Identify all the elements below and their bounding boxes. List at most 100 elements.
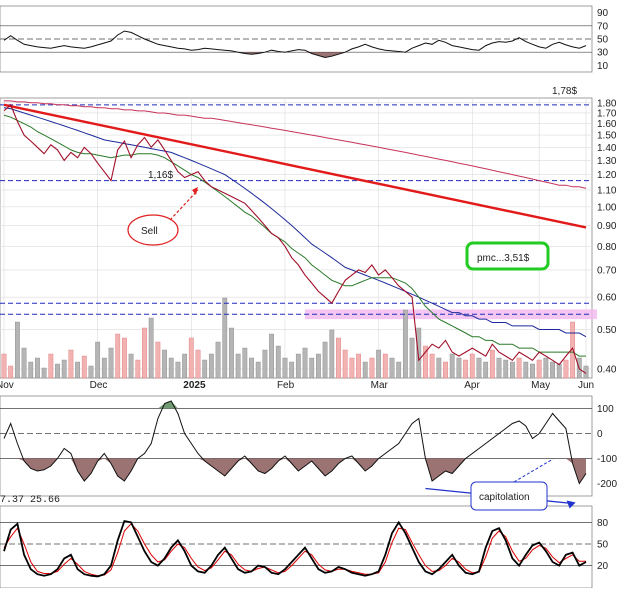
- volume-bar: [155, 341, 161, 379]
- volume-bar: [1, 353, 7, 379]
- volume-bar: [423, 345, 428, 379]
- volume-bar: [382, 353, 388, 379]
- stoch-tick-label: 50: [597, 540, 609, 551]
- ma-mid-line: [3, 107, 587, 338]
- price-tick-label: 0.80: [597, 242, 617, 253]
- capitolation-pointer: [513, 458, 554, 483]
- volume-bar: [369, 357, 375, 379]
- capitolation-box: [470, 481, 548, 511]
- price-tick-label: 1.80: [597, 98, 617, 109]
- volume-bar: [229, 327, 234, 379]
- month-label: Mar: [371, 380, 389, 391]
- price-title-label: 1,78$: [552, 86, 577, 97]
- volume-bar: [342, 349, 348, 379]
- volume-bar: [101, 357, 107, 379]
- stoch-tick-label: 80: [597, 518, 609, 529]
- capitolation-label: capitolation: [479, 492, 530, 503]
- volume-bar: [68, 349, 74, 379]
- cci-tick-label: -200: [597, 479, 617, 490]
- volume-bar: [168, 357, 174, 379]
- price-level-label: 1,16$: [148, 170, 173, 181]
- volume-bar: [476, 357, 482, 379]
- downtrend-line: [3, 103, 587, 229]
- stoch-panel-frame: [0, 505, 593, 589]
- price-panel: 1.801.701.601.501.40 1.30 1.20 1.10 1.00 0.90…: [0, 98, 617, 391]
- volume-bar: [175, 361, 181, 379]
- volume-bar: [316, 353, 321, 379]
- rsi-panel-frame: [0, 5, 593, 73]
- volume-bar: [510, 361, 515, 379]
- volume-bar: [55, 363, 60, 379]
- price-tick-label: 1.00: [597, 202, 617, 213]
- price-tick-label: 1.50: [597, 131, 617, 142]
- volume-bar: [489, 349, 495, 379]
- volume-bar: [389, 357, 395, 379]
- volume-bar: [302, 347, 308, 379]
- volume-bar: [536, 359, 542, 379]
- volume-bar: [289, 361, 295, 379]
- volume-bar: [262, 349, 268, 379]
- price-tick-label: 0.40: [597, 364, 617, 375]
- sell-bubble: [127, 214, 179, 246]
- price-tick-label: 1.60: [597, 119, 617, 130]
- volume-bar: [95, 341, 101, 379]
- cci-tick-label: 100: [597, 404, 614, 415]
- volume-bar: [275, 345, 281, 379]
- cci-panel-frame: [0, 395, 593, 497]
- volume-bar: [550, 361, 555, 379]
- volume-bar: [309, 357, 315, 379]
- volume-bar: [195, 349, 201, 379]
- volume-bar: [349, 357, 355, 379]
- volume-bar: [135, 359, 141, 379]
- volume-bar: [496, 357, 502, 379]
- volume-bar: [429, 353, 435, 379]
- cci-line: [3, 400, 587, 485]
- month-label: Jun: [578, 380, 594, 391]
- volume-bar: [409, 337, 415, 379]
- price-grid: [0, 98, 592, 378]
- volume-bar: [215, 341, 221, 379]
- volume-bar: [48, 353, 54, 379]
- volume-bar: [543, 357, 549, 379]
- volume-bar: [463, 359, 468, 379]
- volume-bar: [21, 347, 27, 379]
- volume-bar: [75, 361, 80, 379]
- volume-bar: [8, 365, 14, 379]
- volume-bar: [436, 357, 442, 379]
- price-tick-label: 0.70: [597, 265, 617, 276]
- price-tick-label: 1.30: [597, 156, 617, 167]
- rsi-tick-label: 50: [597, 35, 609, 46]
- volume-bar: [148, 317, 154, 379]
- volume-bar: [322, 341, 328, 379]
- sell-label: Sell: [141, 226, 158, 237]
- volume-bar: [356, 353, 361, 379]
- price-panel-frame: [0, 97, 593, 379]
- volume-bar: [28, 361, 34, 379]
- month-label: Apr: [464, 380, 480, 391]
- volume-bar: [249, 357, 254, 379]
- volume-bar: [530, 363, 535, 379]
- price-line: [3, 103, 587, 374]
- volume-bar: [108, 347, 114, 379]
- volume-bar: [115, 333, 121, 379]
- volume-bar: [402, 309, 408, 379]
- volume-bar: [242, 347, 248, 379]
- ma-slow-line: [4, 100, 587, 189]
- price-tick-label: 1.10: [597, 185, 617, 196]
- pmc-label: pmc...3,51$: [477, 253, 530, 264]
- volume-bar: [469, 353, 475, 379]
- volume-bar: [449, 353, 455, 379]
- volume-bar: [61, 359, 67, 379]
- volume-bar: [362, 361, 368, 379]
- volume-bar: [269, 333, 274, 379]
- volume-bar: [88, 365, 94, 379]
- volume-bar: [483, 361, 489, 379]
- price-tick-label: 1.70: [597, 108, 617, 119]
- volume-bar: [255, 361, 261, 379]
- volume-bar: [443, 361, 448, 379]
- rsi-line: [3, 30, 587, 59]
- month-label: Feb: [277, 380, 295, 391]
- volume-bar: [81, 355, 87, 379]
- month-label: 2025: [183, 380, 206, 391]
- volume-bar: [235, 353, 241, 379]
